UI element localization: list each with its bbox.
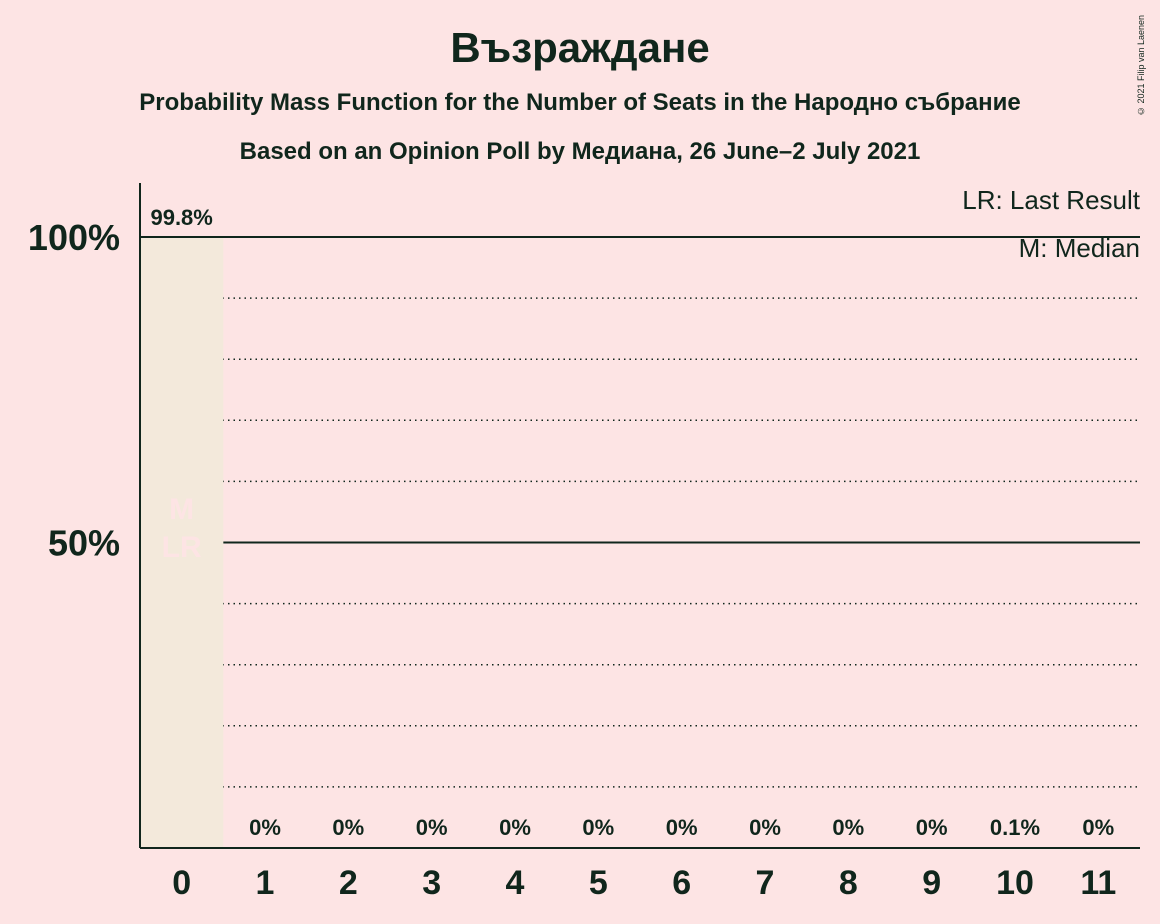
value-label: 0% (499, 815, 531, 840)
chart-subtitle: Probability Mass Function for the Number… (139, 89, 1021, 116)
legend-item: M: Median (1019, 233, 1140, 263)
grid-lines (140, 236, 1140, 788)
bars (140, 238, 1057, 849)
chart-title: Възраждане (450, 24, 710, 71)
y-tick-label: 100% (28, 217, 120, 258)
x-tick-label: 0 (172, 864, 191, 902)
labels: 50%100% 99.8%00%10%20%30%40%50%60%70%80%9… (28, 185, 1141, 902)
x-tick-label: 10 (996, 864, 1034, 902)
x-tick-label: 5 (589, 864, 608, 902)
last-result-marker: LR (162, 531, 202, 564)
value-label: 0.1% (990, 815, 1040, 840)
bar-0 (140, 238, 224, 849)
value-label: 99.8% (150, 205, 212, 230)
value-label: 0% (1082, 815, 1114, 840)
x-tick-label: 11 (1080, 864, 1116, 902)
x-tick-label: 1 (256, 864, 275, 902)
axes (139, 183, 1140, 849)
value-label: 0% (832, 815, 864, 840)
x-tick-label: 2 (339, 864, 358, 902)
value-label: 0% (249, 815, 281, 840)
value-label: 0% (749, 815, 781, 840)
x-tick-label: 4 (506, 864, 525, 902)
chart-source-line: Based on an Opinion Poll by Медиана, 26 … (239, 138, 921, 165)
value-label: 0% (416, 815, 448, 840)
median-marker: M (169, 493, 194, 526)
legend-item: LR: Last Result (962, 185, 1141, 215)
value-label: 0% (582, 815, 614, 840)
x-tick-label: 8 (839, 864, 858, 902)
y-tick-label: 50% (48, 523, 120, 564)
x-tick-label: 9 (922, 864, 941, 902)
x-tick-label: 3 (422, 864, 441, 902)
x-tick-label: 7 (756, 864, 775, 902)
value-label: 0% (332, 815, 364, 840)
x-tick-label: 6 (672, 864, 691, 902)
value-label: 0% (916, 815, 948, 840)
value-label: 0% (666, 815, 698, 840)
